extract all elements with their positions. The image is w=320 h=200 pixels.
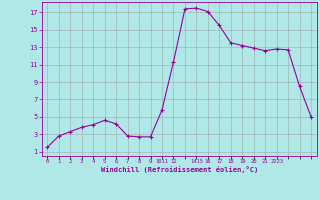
X-axis label: Windchill (Refroidissement éolien,°C): Windchill (Refroidissement éolien,°C) bbox=[100, 166, 258, 173]
